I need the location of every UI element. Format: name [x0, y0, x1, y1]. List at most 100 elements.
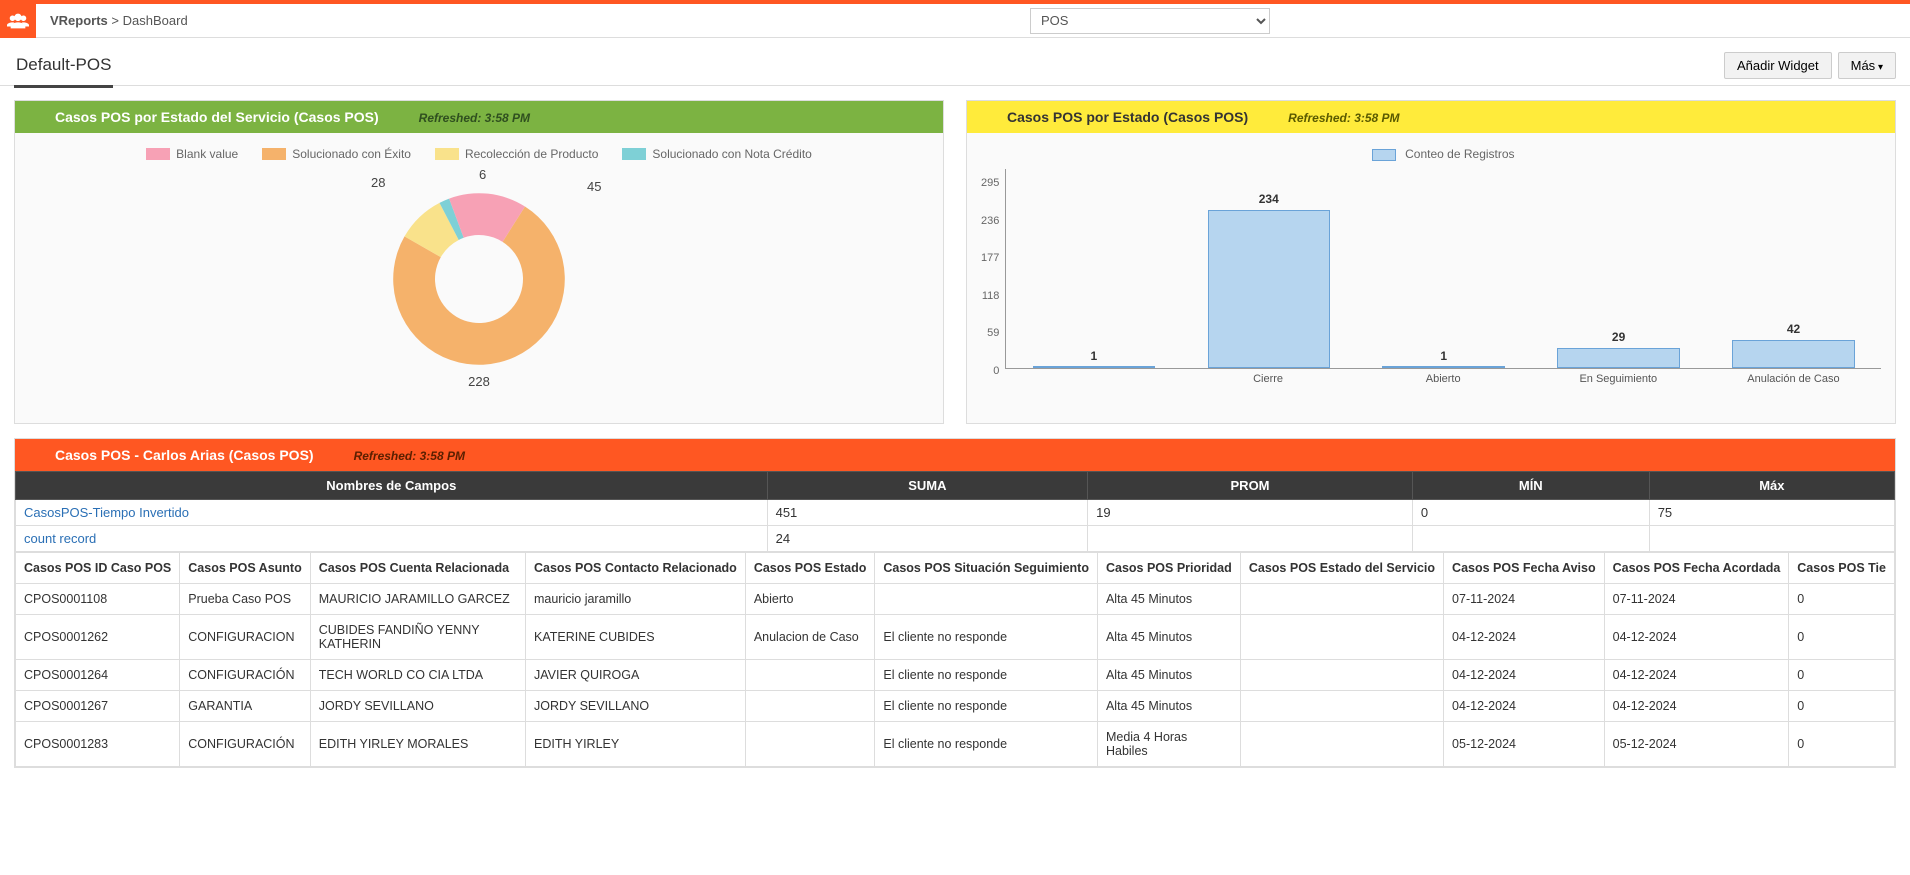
bar-column[interactable]: 1 — [1356, 169, 1531, 368]
data-col-header[interactable]: Casos POS ID Caso POS — [16, 553, 180, 584]
widget-bar-header: Casos POS por Estado (Casos POS) Refresh… — [967, 101, 1895, 133]
breadcrumb-app[interactable]: VReports — [50, 13, 108, 28]
bars: 12341 29 42 — [1005, 169, 1881, 369]
table-cell: Alta 45 Minutos — [1097, 615, 1240, 660]
summary-name[interactable]: count record — [16, 526, 768, 552]
summary-name[interactable]: CasosPOS-Tiempo Invertido — [16, 500, 768, 526]
data-col-header[interactable]: Casos POS Tie — [1789, 553, 1895, 584]
breadcrumb: VReports > DashBoard — [36, 13, 188, 28]
bars-area: Conteo de Registros 123412942 CierreAbie… — [1005, 147, 1881, 409]
table-cell: 07-11-2024 — [1444, 584, 1605, 615]
summary-col-header: PROM — [1088, 472, 1413, 500]
table-row[interactable]: CPOS0001108Prueba Caso POSMAURICIO JARAM… — [16, 584, 1895, 615]
legend-item[interactable]: Blank value — [146, 147, 238, 161]
table-row[interactable]: CPOS0001267GARANTIAJORDY SEVILLANOJORDY … — [16, 691, 1895, 722]
data-table-head: Casos POS ID Caso POSCasos POS AsuntoCas… — [16, 553, 1895, 584]
data-table-scroll[interactable]: Casos POS ID Caso POSCasos POS AsuntoCas… — [15, 552, 1895, 767]
table-cell: El cliente no responde — [875, 660, 1098, 691]
bar-column[interactable]: 42 — [1706, 169, 1881, 368]
data-col-header[interactable]: Casos POS Situación Seguimiento — [875, 553, 1098, 584]
summary-min: 0 — [1412, 500, 1649, 526]
bar-legend: Conteo de Registros — [1005, 147, 1881, 161]
users-icon — [7, 10, 29, 32]
widget-table-refreshed: Refreshed: 3:58 PM — [354, 449, 465, 463]
table-row[interactable]: CPOS0001283CONFIGURACIÓNEDITH YIRLEY MOR… — [16, 722, 1895, 767]
data-col-header[interactable]: Casos POS Fecha Aviso — [1444, 553, 1605, 584]
subheader: Default-POS Añadir Widget Más — [0, 38, 1910, 86]
legend-swatch — [146, 148, 170, 160]
add-widget-button[interactable]: Añadir Widget — [1724, 52, 1832, 79]
widget-bar-title: Casos POS por Estado (Casos POS) — [1007, 109, 1248, 125]
table-cell: 0 — [1789, 584, 1895, 615]
breadcrumb-sep: > — [111, 13, 122, 28]
table-cell: mauricio jaramillo — [525, 584, 745, 615]
bar-column[interactable]: 1 — [1006, 169, 1181, 368]
table-cell: Alta 45 Minutos — [1097, 691, 1240, 722]
table-cell: JORDY SEVILLANO — [525, 691, 745, 722]
breadcrumb-page[interactable]: DashBoard — [123, 13, 188, 28]
data-col-header[interactable]: Casos POS Asunto — [180, 553, 310, 584]
table-cell — [1240, 722, 1443, 767]
data-col-header[interactable]: Casos POS Fecha Acordada — [1604, 553, 1789, 584]
bar-column[interactable]: 234 — [1181, 169, 1356, 368]
table-cell — [745, 722, 875, 767]
data-col-header[interactable]: Casos POS Contacto Relacionado — [525, 553, 745, 584]
donut-chart: 228 28 6 45 — [29, 169, 929, 399]
data-col-header[interactable]: Casos POS Cuenta Relacionada — [310, 553, 525, 584]
table-cell — [875, 584, 1098, 615]
table-cell: 04-12-2024 — [1444, 615, 1605, 660]
app-logo[interactable] — [0, 4, 36, 38]
legend-label: Solucionado con Éxito — [292, 147, 411, 161]
bar-value: 29 — [1612, 330, 1625, 344]
table-cell: CONFIGURACIÓN — [180, 722, 310, 767]
table-cell: CUBIDES FANDIÑO YENNY KATHERIN — [310, 615, 525, 660]
donut-label-28: 28 — [371, 175, 385, 190]
more-button[interactable]: Más — [1838, 52, 1896, 79]
widget-bar: Casos POS por Estado (Casos POS) Refresh… — [966, 100, 1896, 424]
bar-column[interactable]: 29 — [1531, 169, 1706, 368]
table-cell: CONFIGURACIÓN — [180, 660, 310, 691]
table-cell: 04-12-2024 — [1604, 691, 1789, 722]
table-cell: JAVIER QUIROGA — [525, 660, 745, 691]
summary-suma: 451 — [767, 500, 1088, 526]
table-cell — [1240, 660, 1443, 691]
legend-item[interactable]: Solucionado con Nota Crédito — [622, 147, 811, 161]
data-col-header[interactable]: Casos POS Prioridad — [1097, 553, 1240, 584]
legend-item[interactable]: Recolección de Producto — [435, 147, 598, 161]
widget-bar-body: 295236177118590 Conteo de Registros 1234… — [967, 133, 1895, 423]
table-cell: Abierto — [745, 584, 875, 615]
table-row[interactable]: CPOS0001262CONFIGURACIONCUBIDES FANDIÑO … — [16, 615, 1895, 660]
bar-legend-label: Conteo de Registros — [1405, 147, 1514, 161]
legend-swatch — [622, 148, 646, 160]
widgets-row: Casos POS por Estado del Servicio (Casos… — [0, 86, 1910, 438]
donut-label-6: 6 — [479, 167, 486, 182]
summary-row: count record24 — [16, 526, 1895, 552]
summary-table: Nombres de CamposSUMAPROMMÍNMáx CasosPOS… — [15, 471, 1895, 552]
legend-item[interactable]: Solucionado con Éxito — [262, 147, 411, 161]
table-cell: El cliente no responde — [875, 722, 1098, 767]
bar — [1208, 210, 1330, 368]
data-col-header[interactable]: Casos POS Estado del Servicio — [1240, 553, 1443, 584]
data-col-header[interactable]: Casos POS Estado — [745, 553, 875, 584]
data-table: Casos POS ID Caso POSCasos POS AsuntoCas… — [15, 552, 1895, 767]
summary-col-header: Máx — [1649, 472, 1894, 500]
summary-min — [1412, 526, 1649, 552]
table-cell: KATERINE CUBIDES — [525, 615, 745, 660]
table-cell: Prueba Caso POS — [180, 584, 310, 615]
tab-default-pos[interactable]: Default-POS — [14, 45, 113, 88]
bar-legend-swatch — [1372, 149, 1396, 161]
table-cell: 07-11-2024 — [1604, 584, 1789, 615]
table-cell: 04-12-2024 — [1444, 691, 1605, 722]
table-cell: 04-12-2024 — [1444, 660, 1605, 691]
dashboard-select[interactable]: POS — [1030, 8, 1270, 34]
table-cell: CONFIGURACION — [180, 615, 310, 660]
y-tick: 59 — [987, 327, 999, 339]
table-row[interactable]: CPOS0001264CONFIGURACIÓNTECH WORLD CO CI… — [16, 660, 1895, 691]
table-cell: El cliente no responde — [875, 615, 1098, 660]
bar-x-label — [1005, 369, 1180, 385]
subheader-actions: Añadir Widget Más — [1724, 52, 1896, 79]
table-cell: MAURICIO JARAMILLO GARCEZ — [310, 584, 525, 615]
table-cell: CPOS0001283 — [16, 722, 180, 767]
table-cell: CPOS0001264 — [16, 660, 180, 691]
donut-svg — [369, 169, 589, 389]
